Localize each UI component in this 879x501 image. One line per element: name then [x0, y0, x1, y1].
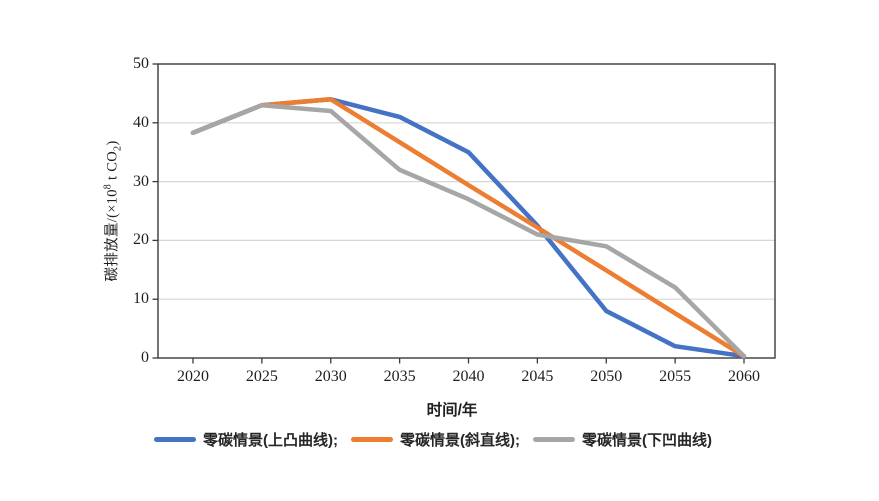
series-line-2: [190, 102, 747, 359]
x-tick-label: 2040: [452, 368, 485, 385]
legend: 零碳情景(上凸曲线); 零碳情景(斜直线); 零碳情景(下凹曲线): [154, 429, 712, 450]
series-line-0: [190, 97, 747, 359]
x-tick-label: 2055: [659, 368, 692, 385]
x-tick-label: 2030: [314, 368, 347, 385]
series-line-1: [190, 97, 747, 359]
y-tick-label: 10: [133, 290, 149, 308]
x-tick-label: 2025: [245, 368, 278, 385]
y-tick-label: 30: [133, 172, 149, 190]
x-tick-label: 2050: [590, 368, 623, 385]
plot-border: [157, 63, 776, 359]
x-tick-label: 2020: [177, 368, 209, 385]
y-axis-title-text-end: ): [104, 140, 121, 146]
y-tick-label: 0: [141, 349, 149, 366]
y-tick-label: 50: [133, 55, 149, 72]
legend-label: 零碳情景(下凹曲线): [582, 432, 712, 449]
y-tick-label: 40: [133, 113, 149, 131]
y-tick-label: 20: [133, 231, 149, 249]
legend-swatch-icon: [154, 437, 196, 442]
legend-item-1: 零碳情景(斜直线);: [351, 429, 520, 450]
x-tick-label: 2060: [728, 368, 760, 385]
x-tick-label: 2035: [383, 368, 416, 385]
legend-item-2: 零碳情景(下凹曲线): [533, 429, 712, 450]
legend-label: 零碳情景(斜直线);: [400, 432, 520, 449]
x-axis-title: 时间/年: [426, 402, 478, 419]
legend-swatch-icon: [351, 437, 393, 442]
y-axis-title-subscript: 2: [112, 145, 124, 151]
legend-label: 零碳情景(上凸曲线);: [203, 432, 338, 449]
y-axis-title: 碳排放量/(×108 t CO2): [101, 141, 124, 282]
x-tick-label: 2045: [521, 368, 554, 385]
legend-item-0: 零碳情景(上凸曲线);: [154, 429, 338, 450]
legend-swatch-icon: [533, 437, 575, 442]
